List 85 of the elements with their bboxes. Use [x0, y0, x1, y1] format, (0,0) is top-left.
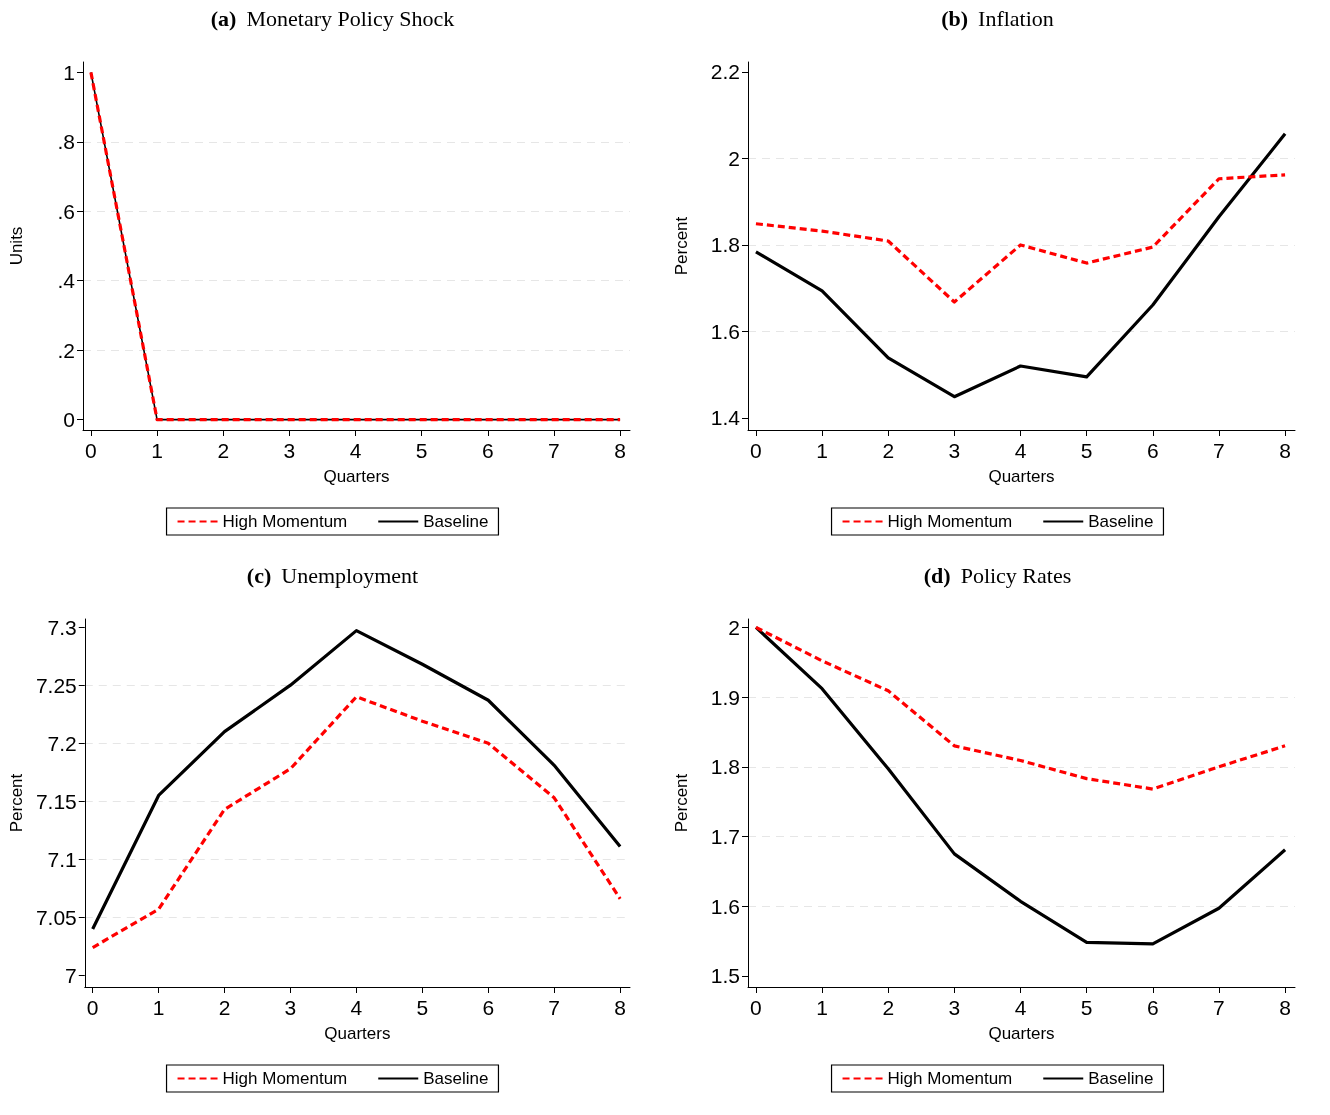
x-tick-label: 4 [350, 996, 363, 1019]
x-tick-label: 5 [1080, 996, 1093, 1019]
y-tick-label: 1.5 [710, 964, 740, 988]
x-tick-label: 1 [816, 996, 828, 1019]
x-tick-label: 0 [86, 996, 99, 1019]
y-tick-label: 7.2 [47, 731, 77, 755]
legend-label: High Momentum [222, 1069, 348, 1088]
x-tick-label: 6 [482, 996, 495, 1019]
x-tick-label: 6 [1146, 996, 1159, 1019]
x-tick-label: 7 [1213, 439, 1225, 462]
x-tick-label: 1 [151, 439, 163, 462]
y-tick-label: 2 [728, 615, 740, 639]
x-axis-title: Quarters [323, 467, 390, 486]
x-tick-label: 7 [548, 996, 561, 1019]
x-tick-label: 8 [1279, 996, 1291, 1019]
x-tick-label: 5 [1080, 439, 1093, 462]
x-tick-label: 3 [284, 996, 297, 1019]
x-tick-label: 0 [750, 439, 762, 462]
x-tick-label: 8 [614, 439, 626, 462]
chart-title: (d) Policy Rates [923, 562, 1072, 588]
y-tick-label: 1.6 [710, 894, 740, 918]
y-axis-title: Units [7, 226, 26, 266]
x-tick-label: 8 [614, 996, 626, 1019]
legend-label: High Momentum [887, 512, 1013, 531]
y-tick-label: 1.4 [710, 406, 741, 430]
legend-label: High Momentum [887, 1069, 1013, 1088]
x-tick-label: 7 [548, 439, 560, 462]
y-tick-label: 7.1 [47, 847, 77, 871]
y-axis-title: Percent [672, 773, 691, 833]
y-tick-label: 2.2 [710, 60, 740, 84]
x-axis-title: Quarters [988, 467, 1055, 486]
x-tick-label: 6 [1146, 439, 1159, 462]
legend-label: Baseline [423, 512, 489, 531]
legend-label: High Momentum [222, 512, 348, 531]
y-tick-label: 1.8 [710, 233, 740, 257]
y-tick-label: 1 [63, 60, 75, 84]
x-tick-label: 2 [882, 996, 895, 1019]
y-tick-label: 1.7 [710, 824, 740, 848]
x-tick-label: 4 [1014, 996, 1027, 1019]
y-tick-label: 1.6 [710, 319, 740, 343]
y-tick-label: .8 [57, 130, 75, 154]
x-tick-label: 3 [948, 439, 961, 462]
x-tick-label: 2 [217, 439, 230, 462]
y-tick-label: 1.9 [710, 685, 740, 709]
y-tick-label: 0 [63, 408, 75, 432]
chart-title: (b) Inflation [941, 5, 1054, 31]
x-axis-title: Quarters [988, 1024, 1055, 1043]
x-tick-label: 6 [481, 439, 494, 462]
line-series [91, 695, 622, 950]
chart-title: (c) Unemployment [246, 562, 419, 588]
x-tick-label: 0 [85, 439, 97, 462]
line-series [754, 132, 1287, 399]
y-tick-label: 7 [65, 963, 77, 987]
y-axis-title: Percent [672, 216, 691, 276]
x-tick-label: 8 [1279, 439, 1291, 462]
y-tick-label: 7.3 [47, 615, 77, 639]
legend-label: Baseline [423, 1069, 489, 1088]
y-tick-label: .4 [57, 269, 76, 293]
y-tick-label: 7.15 [35, 789, 77, 813]
y-axis-title: Percent [7, 773, 26, 833]
x-tick-label: 5 [416, 996, 429, 1019]
y-tick-label: 7.25 [35, 673, 77, 697]
y-tick-label: 2 [728, 146, 740, 170]
x-tick-label: 1 [152, 996, 165, 1019]
line-series [754, 625, 1287, 791]
legend-label: Baseline [1088, 512, 1154, 531]
x-tick-label: 7 [1213, 996, 1225, 1019]
line-series [91, 629, 622, 931]
y-tick-label: 1.8 [710, 755, 740, 779]
x-tick-label: 5 [415, 439, 428, 462]
line-series [754, 173, 1287, 304]
y-tick-label: 7.05 [35, 905, 77, 929]
y-tick-label: .2 [57, 338, 75, 362]
x-tick-label: 0 [750, 996, 762, 1019]
x-tick-label: 4 [349, 439, 362, 462]
x-tick-label: 3 [283, 439, 296, 462]
x-tick-label: 3 [948, 996, 961, 1019]
x-axis-title: Quarters [324, 1024, 391, 1043]
x-tick-label: 4 [1014, 439, 1027, 462]
x-tick-label: 1 [816, 439, 828, 462]
x-tick-label: 2 [218, 996, 231, 1019]
x-tick-label: 2 [882, 439, 895, 462]
y-tick-label: .6 [57, 199, 75, 223]
chart-title: (a) Monetary Policy Shock [210, 5, 455, 31]
legend-label: Baseline [1088, 1069, 1154, 1088]
